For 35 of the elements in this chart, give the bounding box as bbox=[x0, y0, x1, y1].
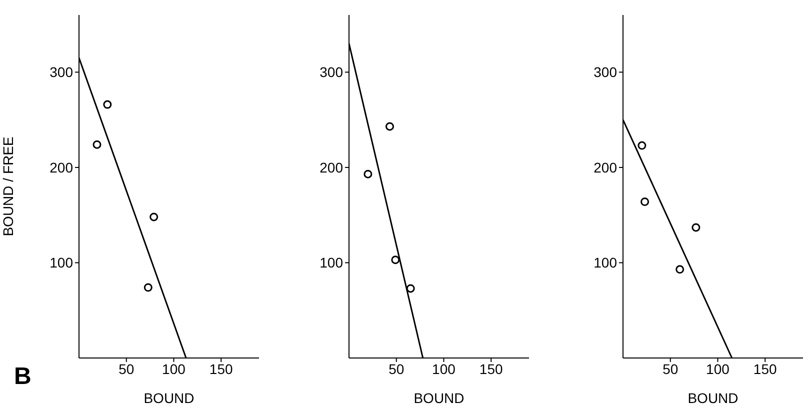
y-tick-label: 200 bbox=[50, 159, 74, 176]
x-tick-label: 150 bbox=[209, 360, 233, 377]
x-tick-label: 100 bbox=[706, 360, 730, 377]
text: B bbox=[14, 363, 32, 390]
x-tick-label: 150 bbox=[479, 360, 503, 377]
x-axis-title: BOUND bbox=[414, 390, 464, 406]
y-tick-label: 200 bbox=[594, 159, 618, 176]
y-tick-label: 100 bbox=[320, 254, 344, 271]
x-tick-label: 50 bbox=[662, 360, 678, 377]
point bbox=[92, 140, 102, 149]
x-tick-label: 50 bbox=[118, 360, 134, 377]
point bbox=[676, 265, 684, 274]
point bbox=[385, 122, 394, 131]
point bbox=[103, 100, 112, 109]
y-tick-label: 300 bbox=[320, 64, 344, 80]
y-axis-title: BOUND / FREE bbox=[0, 136, 16, 236]
point bbox=[638, 141, 646, 150]
y-tick-label: 300 bbox=[50, 64, 74, 80]
point bbox=[144, 283, 152, 292]
x-axis-title: BOUND bbox=[688, 390, 738, 406]
point bbox=[364, 170, 372, 178]
x-tick-label: 50 bbox=[388, 360, 404, 377]
point bbox=[150, 212, 158, 222]
x-axis-title: BOUND bbox=[144, 390, 194, 406]
point bbox=[692, 223, 700, 232]
point bbox=[406, 284, 415, 293]
point bbox=[391, 256, 400, 264]
point bbox=[640, 197, 650, 206]
y-tick-label: 300 bbox=[594, 64, 618, 80]
y-tick-label: 100 bbox=[50, 254, 74, 271]
x-tick-label: 100 bbox=[432, 360, 456, 377]
y-tick-label: 200 bbox=[320, 159, 344, 176]
x-tick-label: 150 bbox=[753, 360, 777, 377]
x-tick-label: 100 bbox=[162, 360, 186, 377]
y-tick-label: 100 bbox=[594, 254, 618, 271]
